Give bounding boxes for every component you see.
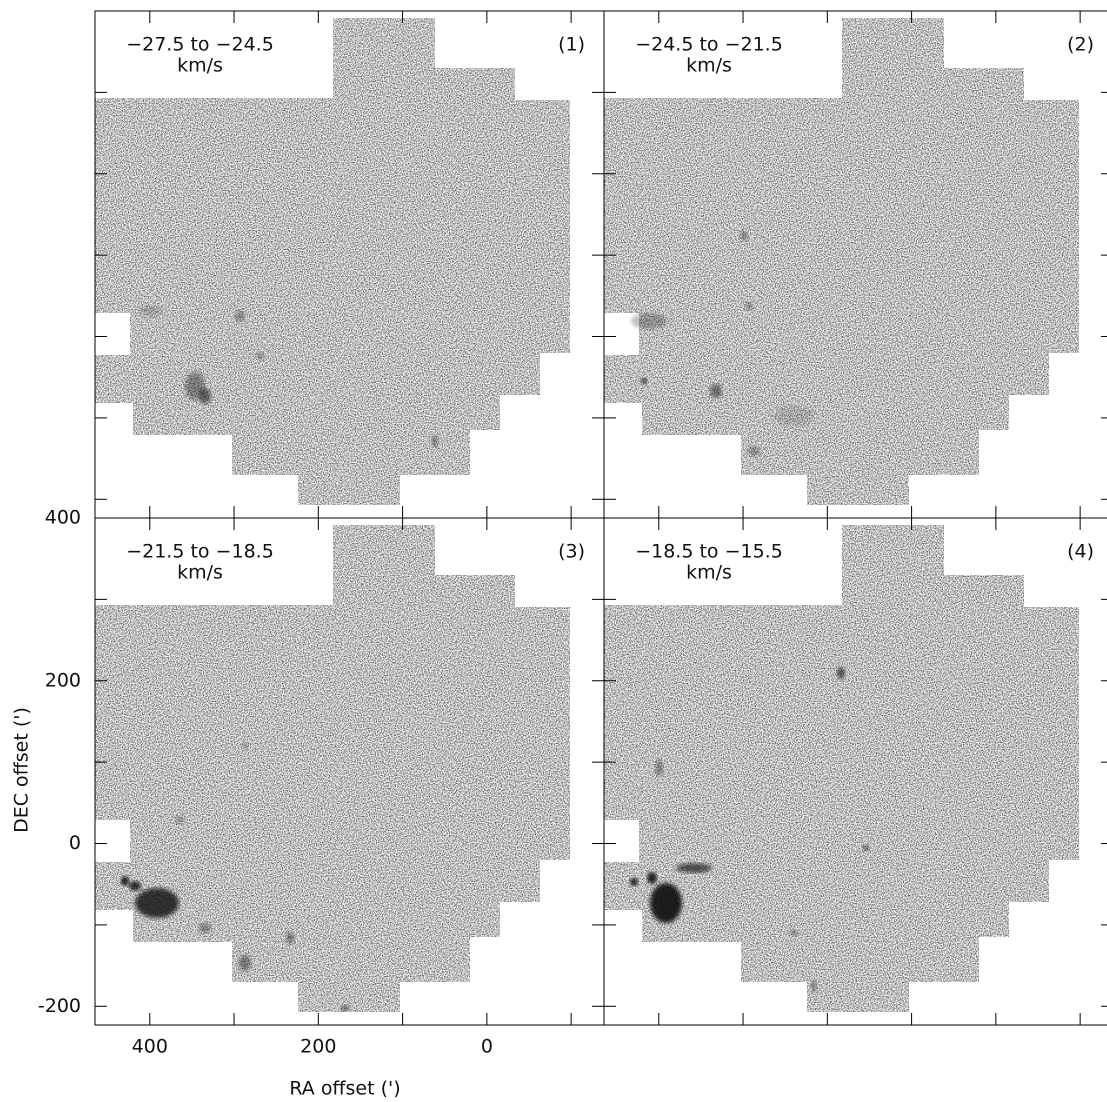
emission: [790, 930, 798, 936]
y-tick-label: 0: [69, 832, 81, 854]
panel-unit: km/s: [686, 562, 732, 584]
emission: [745, 302, 753, 310]
emission: [199, 923, 211, 933]
emission: [432, 435, 438, 447]
emission: [655, 760, 663, 776]
emission: [811, 980, 817, 992]
panel-number: (2): [1067, 34, 1094, 56]
x-tick-label: 200: [300, 1036, 336, 1058]
emission: [138, 305, 162, 317]
emission: [837, 667, 845, 679]
panel: −21.5 to −18.5km/s (3) 400 200 0 400 200 0 -200 R…: [11, 507, 605, 1100]
panel-unit: km/s: [177, 562, 223, 584]
panel-number: (1): [558, 34, 585, 56]
emission: [641, 378, 647, 384]
emission: [630, 878, 638, 886]
emission: [774, 406, 814, 426]
panel-unit: km/s: [177, 55, 223, 77]
map-noise: [95, 525, 570, 1012]
emission: [710, 384, 722, 398]
emission: [341, 1005, 349, 1011]
emission: [235, 310, 245, 322]
emission: [239, 955, 251, 971]
emission: [676, 863, 712, 873]
panel-title: −27.5 to −24.5: [126, 34, 274, 56]
map-noise: [95, 18, 570, 505]
emission: [740, 231, 748, 241]
y-tick-label: -200: [38, 995, 81, 1017]
emission: [121, 876, 129, 886]
panel-unit: km/s: [686, 55, 732, 77]
emission: [863, 845, 869, 851]
emission: [650, 883, 682, 923]
panel: −24.5 to −21.5km/s (2): [603, 10, 1107, 519]
panel-number: (3): [558, 541, 585, 563]
x-tick-label: 400: [132, 1036, 168, 1058]
y-axis-label: DEC offset ('): [11, 707, 33, 833]
emission: [647, 872, 657, 884]
emission: [631, 313, 667, 329]
y-tick-label: 400: [45, 507, 81, 529]
emission: [748, 446, 760, 456]
emission: [256, 352, 264, 360]
panel-frame: [603, 517, 1107, 1026]
emission: [286, 932, 294, 944]
panel-number: (4): [1067, 541, 1094, 563]
emission: [242, 743, 248, 749]
map-noise: [604, 18, 1079, 505]
y-tick-label: 200: [45, 669, 81, 691]
panel-title: −24.5 to −21.5: [635, 34, 783, 56]
emission: [135, 888, 179, 918]
emission: [175, 816, 185, 824]
panel-title: −21.5 to −18.5: [126, 541, 274, 563]
panel-title: −18.5 to −15.5: [635, 541, 783, 563]
emission: [129, 881, 141, 891]
x-tick-label: 0: [481, 1036, 493, 1058]
map-noise: [604, 525, 1079, 1012]
panel: −27.5 to −24.5km/s (1): [94, 10, 605, 519]
emission: [199, 388, 211, 404]
x-axis-label: RA offset ('): [289, 1078, 400, 1100]
panel: −18.5 to −15.5km/s (4): [603, 517, 1107, 1026]
